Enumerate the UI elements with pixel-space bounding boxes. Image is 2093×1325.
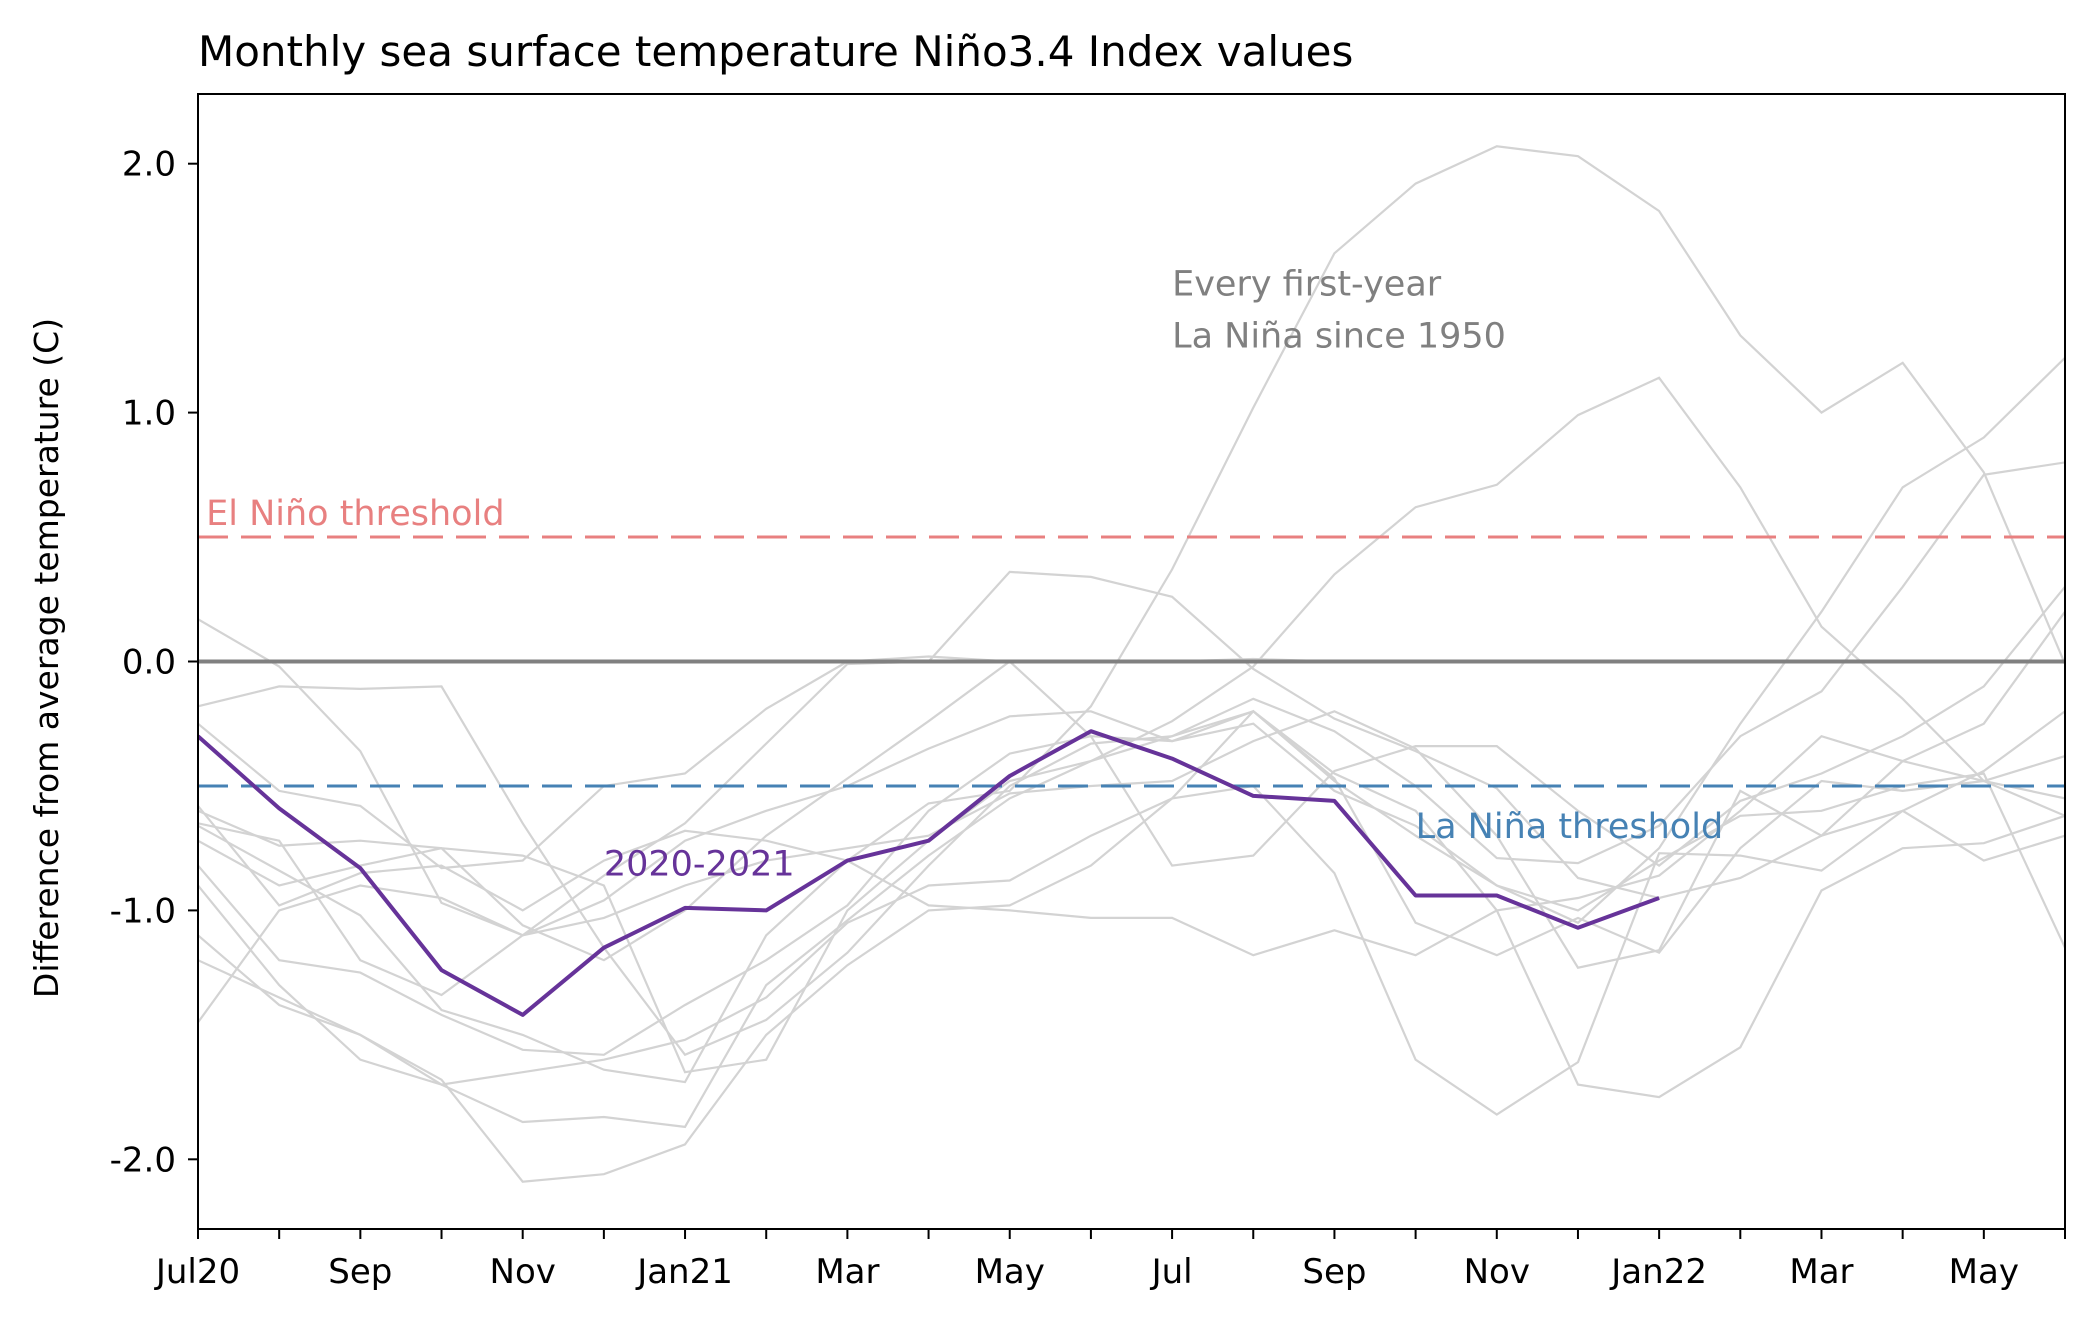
el-nino-threshold-label: El Niño threshold: [206, 494, 504, 534]
background-series-label-line-1: La Niña since 1950: [1172, 317, 1506, 357]
x-tick-label-0: Jul20: [154, 1252, 240, 1292]
highlight-series-line: [198, 729, 1660, 1017]
y-tick-label-2: 0.0: [122, 643, 176, 683]
background-series-line-9: [198, 784, 2065, 1116]
x-tick-label-14: Sep: [1302, 1252, 1366, 1292]
y-tick-label-3: -1.0: [110, 891, 176, 931]
x-tick-label-22: May: [1949, 1252, 2019, 1292]
plot-inner: [198, 145, 2065, 1183]
y-tick-label-1: 1.0: [122, 394, 176, 434]
x-tick-label-12: Jul: [1150, 1252, 1193, 1292]
background-series-line-8: [198, 586, 2065, 870]
background-series-line-7: [198, 357, 2065, 1024]
x-tick-label-4: Nov: [490, 1252, 556, 1292]
x-tick-label-10: May: [975, 1252, 1045, 1292]
background-series-line-11: [198, 710, 2065, 1074]
x-tick-label-20: Mar: [1789, 1252, 1853, 1292]
x-tick-label-16: Nov: [1464, 1252, 1530, 1292]
background-series-label-line-0: Every first-year: [1172, 265, 1442, 305]
highlight-series-label: 2020-2021: [604, 845, 795, 885]
chart-title: Monthly sea surface temperature Niño3.4 …: [198, 27, 1353, 76]
background-series-line-6: [198, 376, 2065, 1129]
y-axis-label: Difference from average temperature (C): [27, 318, 66, 998]
background-series-line-12: [198, 611, 2065, 997]
y-tick-label-4: -2.0: [110, 1140, 176, 1180]
background-series-line-5: [198, 710, 2065, 1099]
background-series-line-2: [198, 461, 2065, 1057]
background-series-line-10: [198, 709, 2065, 1183]
background-series-line-4: [198, 145, 2065, 1084]
x-tick-label-8: Mar: [815, 1252, 879, 1292]
background-series-line-1: [198, 570, 2065, 937]
plot-area: 2.0 1.0 0.0 -1.0 -2.0 Jul20 Sep Nov Jan21 Mar May J…: [110, 145, 2066, 1292]
plot-frame: [197, 93, 2066, 1230]
x-tick-label-6: Jan21: [635, 1252, 733, 1292]
x-tick-label-18: Jan22: [1609, 1252, 1707, 1292]
la-nina-threshold-label: La Niña threshold: [1416, 807, 1724, 847]
background-series-line-13: [198, 734, 2065, 957]
y-tick-label-0: 2.0: [122, 145, 176, 185]
x-tick-label-2: Sep: [328, 1252, 392, 1292]
